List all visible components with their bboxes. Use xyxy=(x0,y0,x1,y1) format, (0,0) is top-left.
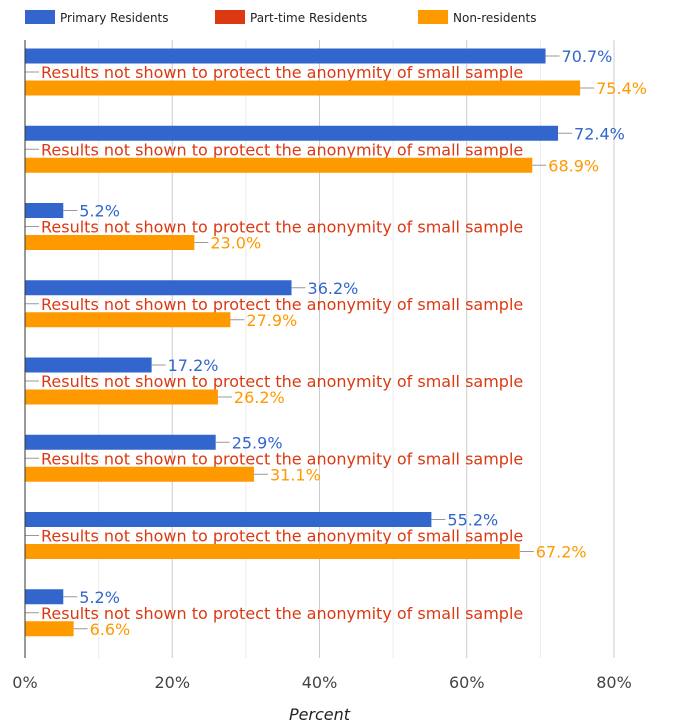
data-label: 27.9% xyxy=(246,311,297,330)
data-label: 75.4% xyxy=(596,79,647,98)
bar-primary-residents xyxy=(25,434,216,450)
bar-non-residents xyxy=(25,312,231,328)
x-tick-label: 40% xyxy=(302,673,338,692)
category-group: 5.2%Results not shown to protect the ano… xyxy=(25,588,523,639)
data-label: Results not shown to protect the anonymi… xyxy=(41,372,523,391)
bar-non-residents xyxy=(25,80,581,96)
x-axis-ticks: 0% 20% 40% 60% 80% xyxy=(12,673,631,692)
data-label: Results not shown to protect the anonymi… xyxy=(41,449,523,468)
x-axis-title: Percent xyxy=(289,705,351,724)
data-label: Results not shown to protect the anonymi… xyxy=(41,295,523,314)
bar-primary-residents xyxy=(25,589,64,605)
bars: 70.7% Results not shown to protect the an… xyxy=(25,47,647,639)
bar-non-residents xyxy=(25,157,533,173)
x-tick-label: 80% xyxy=(596,673,632,692)
data-label: 6.6% xyxy=(90,620,131,639)
data-label: 31.1% xyxy=(270,465,321,484)
x-tick-label: 20% xyxy=(154,673,190,692)
data-label: 70.7% xyxy=(562,47,613,66)
legend-swatch xyxy=(25,10,55,24)
category-group: 17.2%Results not shown to protect the an… xyxy=(25,356,523,407)
bar-non-residents xyxy=(25,544,520,559)
x-tick-label: 0% xyxy=(12,673,37,692)
data-label: 68.9% xyxy=(548,156,599,175)
bar-primary-residents xyxy=(25,125,559,141)
legend-item: Primary Residents xyxy=(25,10,169,25)
legend-label: Primary Residents xyxy=(60,11,169,25)
legend-item: Non-residents xyxy=(418,10,536,25)
bar-primary-residents xyxy=(25,48,546,64)
data-label: 67.2% xyxy=(536,543,587,562)
data-label: 23.0% xyxy=(210,234,261,253)
category-group: 55.2%Results not shown to protect the an… xyxy=(25,511,587,562)
data-label: Results not shown to protect the anonymi… xyxy=(41,527,523,546)
category-group: 70.7% Results not shown to protect the an… xyxy=(25,47,647,98)
data-label: 26.2% xyxy=(234,388,285,407)
data-label: 36.2% xyxy=(308,279,359,298)
gridlines xyxy=(98,40,615,658)
data-label: 17.2% xyxy=(168,356,219,375)
data-label: Results not shown to protect the anonymi… xyxy=(41,63,523,82)
bar-non-residents xyxy=(25,466,254,482)
legend-label: Part-time Residents xyxy=(250,11,367,25)
bar-primary-residents xyxy=(25,280,292,296)
data-label: 72.4% xyxy=(574,124,625,143)
category-group: 36.2%Results not shown to protect the an… xyxy=(25,279,523,330)
bar-primary-residents xyxy=(25,203,64,218)
data-label: 55.2% xyxy=(447,511,498,530)
legend-swatch xyxy=(215,10,245,24)
legend-label: Non-residents xyxy=(453,11,536,25)
legend-swatch xyxy=(418,10,448,24)
legend: Primary Residents Part-time Residents Non-… xyxy=(25,10,536,25)
data-label: Results not shown to protect the anonymi… xyxy=(41,140,523,159)
bar-primary-residents xyxy=(25,357,152,373)
data-label: 5.2% xyxy=(79,202,120,221)
x-tick-label: 60% xyxy=(449,673,485,692)
bar-non-residents xyxy=(25,621,74,637)
legend-item: Part-time Residents xyxy=(215,10,367,25)
data-label: 25.9% xyxy=(232,433,283,452)
data-label: Results not shown to protect the anonymi… xyxy=(41,218,523,237)
bar-non-residents xyxy=(25,389,218,405)
bar-non-residents xyxy=(25,235,195,250)
category-group: 72.4% Results not shown to protect the an… xyxy=(25,124,625,175)
bar-primary-residents xyxy=(25,512,432,527)
category-group: 5.2%Results not shown to protect the ano… xyxy=(25,202,523,253)
data-label: Results not shown to protect the anonymi… xyxy=(41,604,523,623)
category-group: 25.9%Results not shown to protect the an… xyxy=(25,433,523,484)
data-label: 5.2% xyxy=(79,588,120,607)
